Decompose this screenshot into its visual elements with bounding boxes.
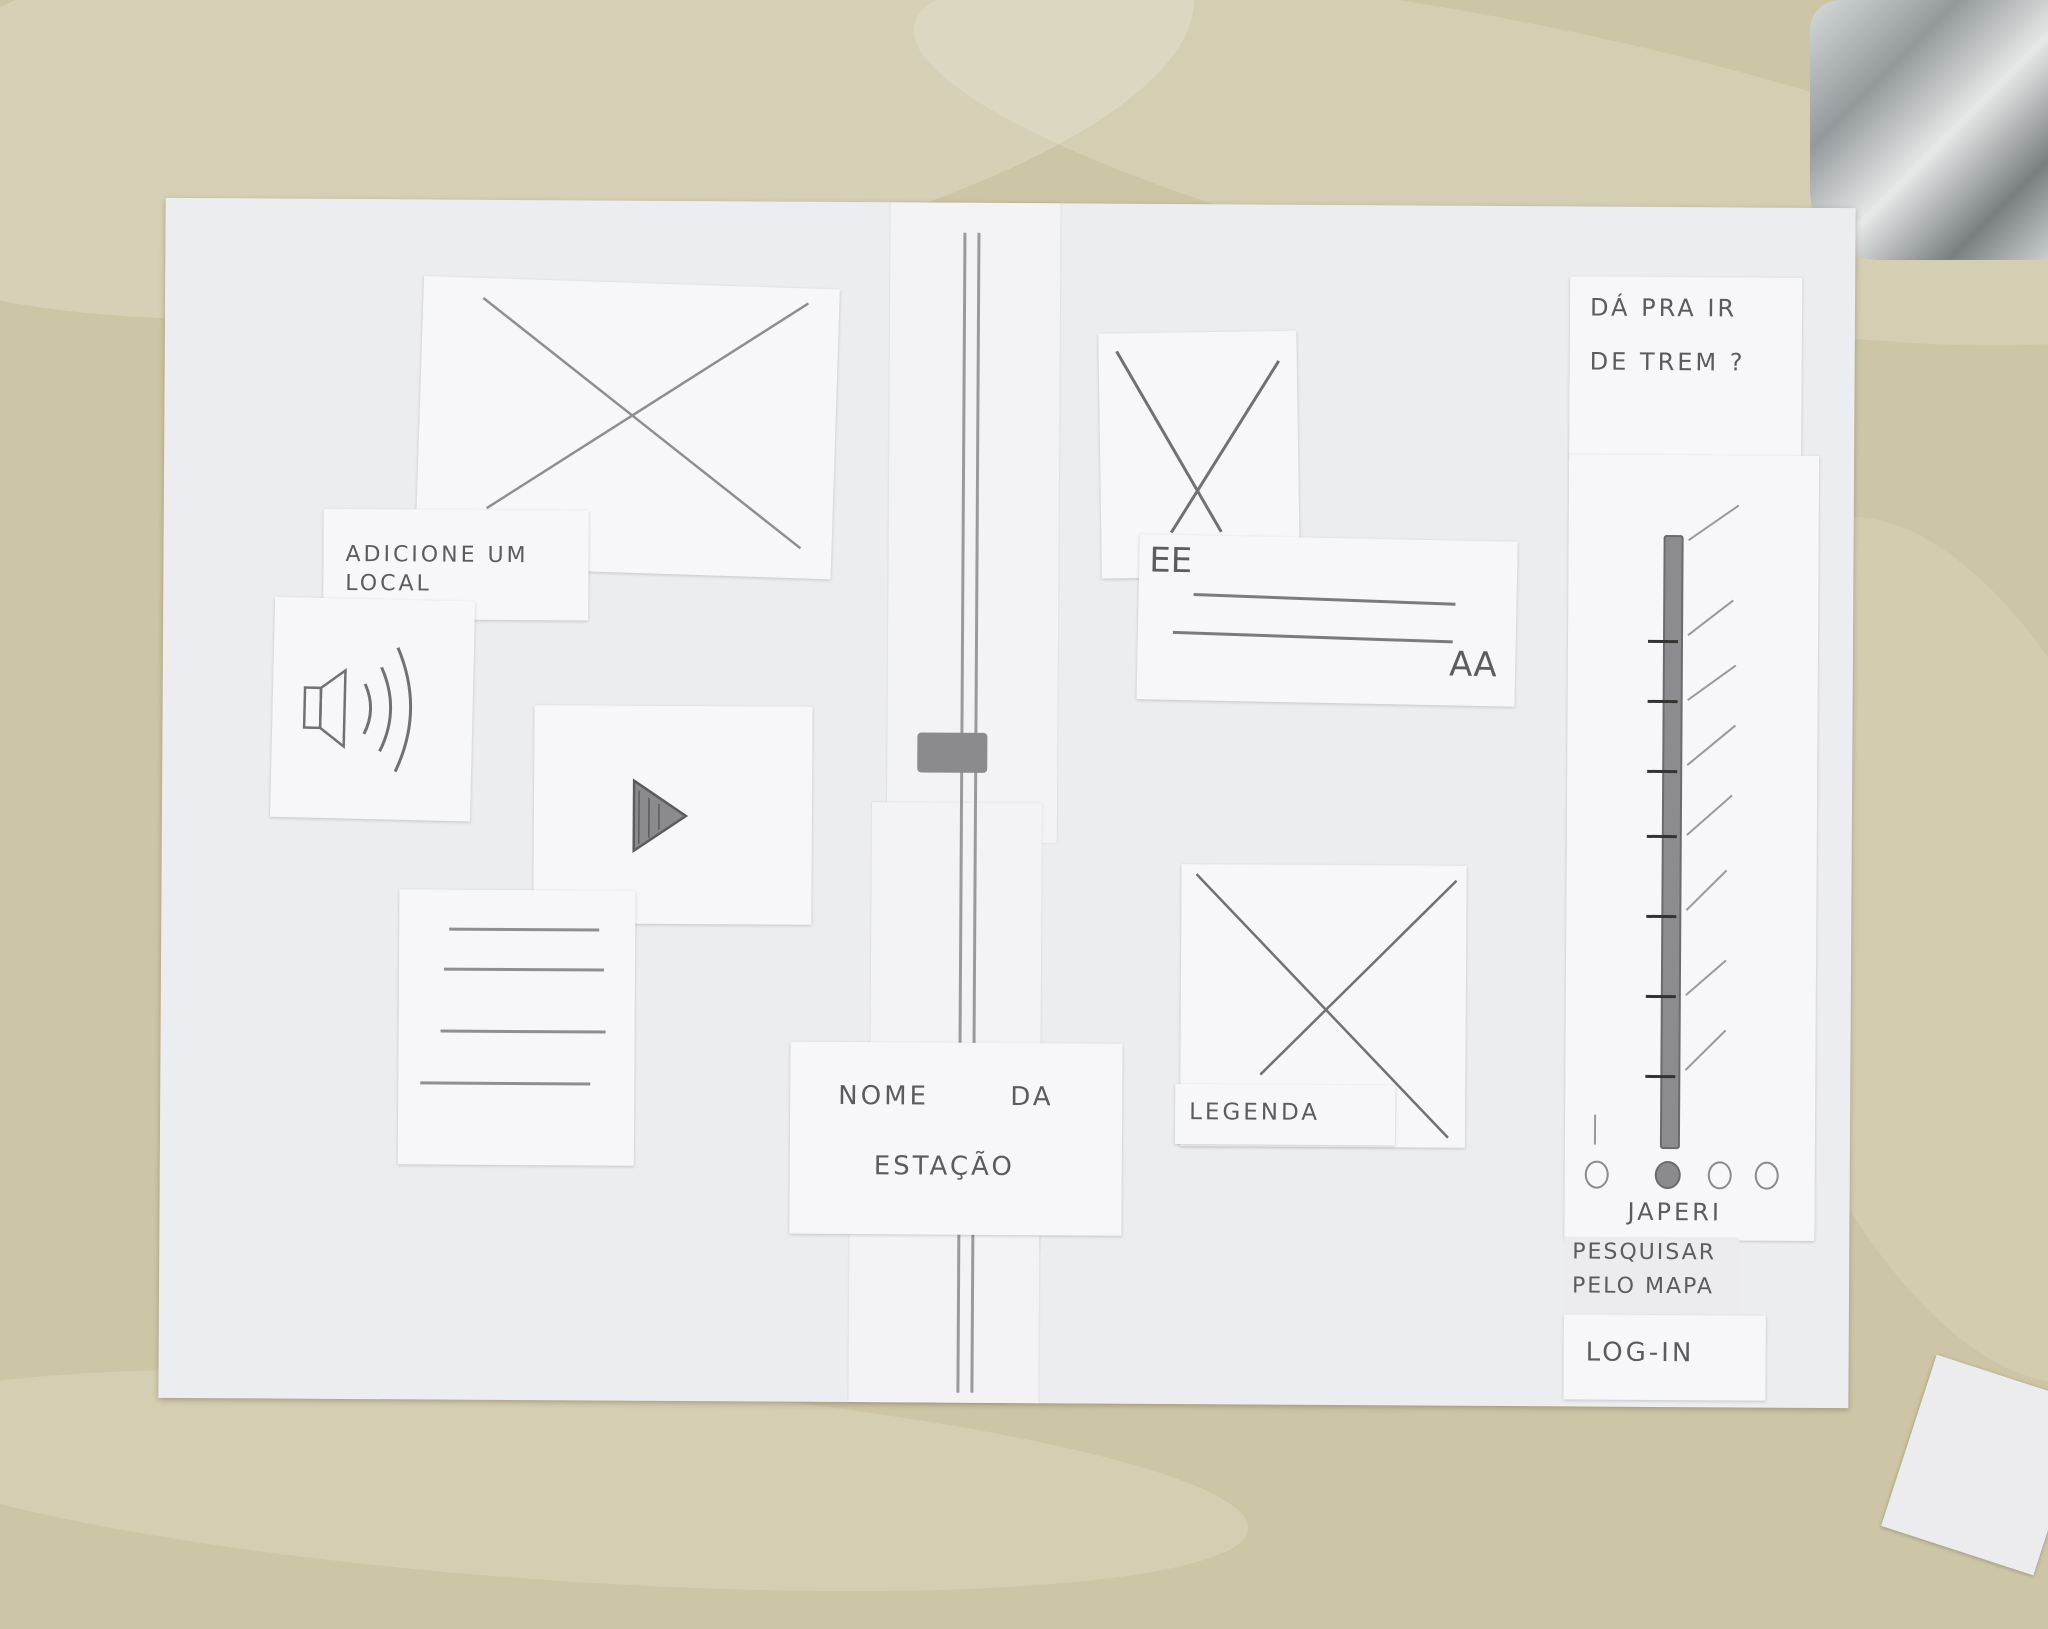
filter-radio[interactable] bbox=[1708, 1161, 1732, 1189]
caption-label: LEGENDA bbox=[1189, 1098, 1320, 1129]
add-location-label: ADICIONE UM LOCAL bbox=[345, 541, 570, 600]
speaker-icon bbox=[270, 597, 475, 822]
station-label-lines bbox=[1564, 454, 1819, 1241]
quote-close-icon: aa bbox=[1449, 642, 1497, 687]
rail-strip-bottom bbox=[848, 1232, 1039, 1403]
map-search-button[interactable]: PESQUISAR PELO MAPA bbox=[1564, 1236, 1739, 1312]
station-timeline-card: JAPERI bbox=[1564, 454, 1819, 1241]
login-label: LOG-IN bbox=[1586, 1337, 1695, 1371]
quote-card: ee aa bbox=[1137, 534, 1518, 707]
login-button[interactable]: LOG-IN bbox=[1563, 1314, 1766, 1400]
station-name-line1: NOME DA bbox=[838, 1080, 1098, 1115]
station-name-card: NOME DA ESTAÇÃO bbox=[789, 1042, 1122, 1236]
train-marker[interactable] bbox=[917, 732, 987, 772]
text-line bbox=[444, 968, 604, 972]
map-search-line1: PESQUISAR bbox=[1572, 1238, 1716, 1267]
paper-corner bbox=[1881, 1355, 2048, 1576]
train-question-card: DÁ PRA IR DE TREM ? bbox=[1569, 276, 1802, 457]
paper-prototype-sheet: ADICIONE UM LOCAL NOME DA ESTAÇÃO bbox=[158, 198, 1855, 1408]
filter-radio[interactable] bbox=[1585, 1161, 1609, 1189]
quote-line bbox=[1194, 593, 1456, 606]
caption-card: LEGENDA bbox=[1175, 1084, 1395, 1145]
station-name-line2: ESTAÇÃO bbox=[874, 1150, 1074, 1185]
map-search-line2: PELO MAPA bbox=[1572, 1272, 1714, 1301]
text-description-card bbox=[398, 889, 636, 1165]
quote-open-icon: ee bbox=[1149, 538, 1193, 583]
text-line bbox=[449, 928, 599, 932]
selected-station-label: JAPERI bbox=[1627, 1197, 1722, 1229]
train-question-line1: DÁ PRA IR bbox=[1590, 293, 1737, 325]
train-question-line2: DE TREM ? bbox=[1590, 347, 1746, 379]
text-line bbox=[441, 1030, 606, 1034]
filter-radio[interactable] bbox=[1755, 1162, 1779, 1190]
text-line bbox=[420, 1081, 590, 1085]
quote-line bbox=[1173, 631, 1453, 644]
filter-radio-selected[interactable] bbox=[1655, 1161, 1681, 1189]
audio-button[interactable] bbox=[270, 597, 475, 822]
